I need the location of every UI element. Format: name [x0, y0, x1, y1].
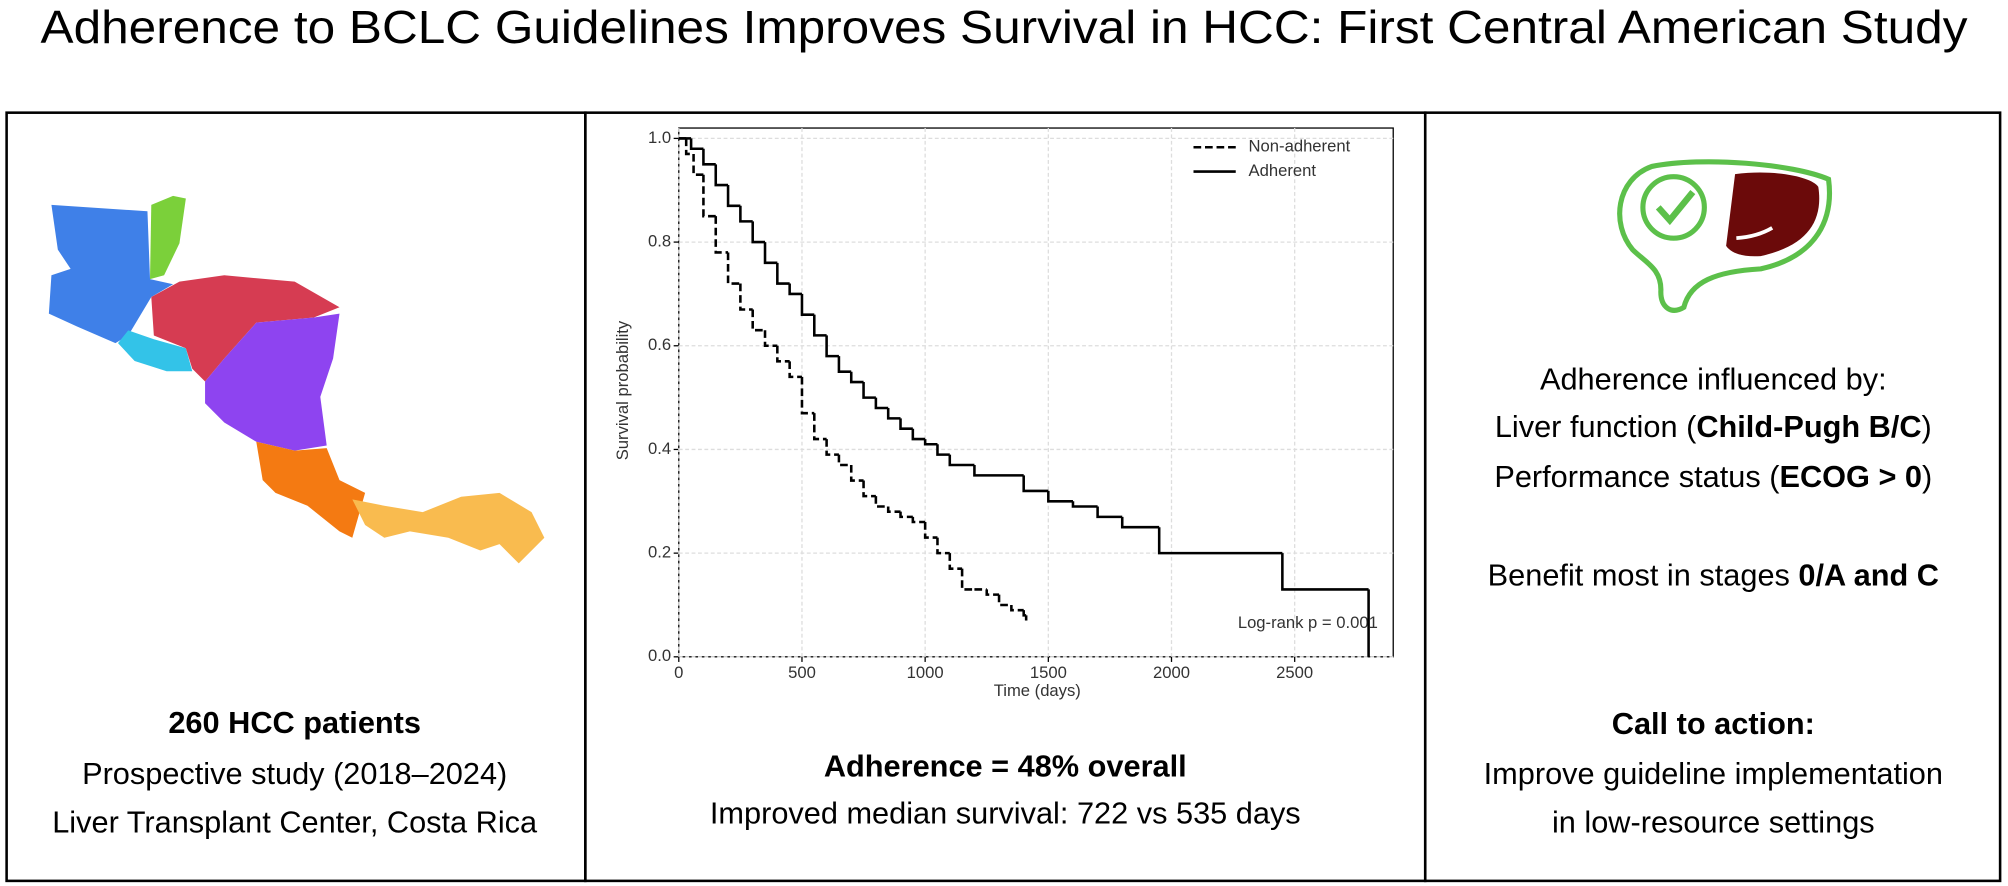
benefit: Benefit most in stages 0/A and C [1488, 558, 1939, 593]
survival-step [689, 138, 704, 151]
survival-step [973, 465, 1024, 477]
survival-step [862, 480, 876, 498]
survival-step [751, 309, 766, 332]
survival-step [726, 185, 741, 208]
survival-step [911, 428, 926, 441]
survival-step [714, 216, 729, 254]
survival-step [684, 138, 694, 156]
survival-step [849, 465, 864, 482]
survival-step [874, 496, 889, 508]
survival-step [899, 418, 913, 430]
page-title: Adherence to BCLC Guidelines Improves Su… [41, 1, 1968, 53]
survival-step [1157, 527, 1283, 555]
survival-step [813, 413, 827, 441]
y-tick-label: 0.4 [648, 439, 671, 458]
central-america-map [48, 195, 545, 564]
survival-step [692, 153, 704, 176]
call-heading: Call to action: [1612, 706, 1815, 741]
survival-step [948, 454, 975, 467]
survival-step [837, 454, 852, 467]
survival-step [726, 252, 741, 285]
survival-step [997, 594, 1012, 607]
summary: Adherence = 48% overall [824, 748, 1187, 783]
y-tick-label: 0.0 [648, 646, 671, 665]
survival-step [825, 335, 839, 358]
survival-step [763, 330, 778, 348]
survival-step [702, 148, 716, 166]
factor: Performance status (ECOG > 0) [1494, 459, 1932, 494]
x-tick-label: 1000 [907, 663, 944, 682]
survival-step [837, 356, 852, 373]
design: Prospective study (2018–2024) [82, 756, 507, 791]
survival-step [776, 262, 790, 285]
survival-step [886, 407, 901, 420]
survival-step [849, 371, 864, 384]
survival-step [739, 205, 753, 223]
survival-step [985, 589, 1000, 596]
legend-label: Adherent [1249, 161, 1317, 180]
x-axis-label: Time (days) [994, 681, 1081, 700]
call-line: in low-resource settings [1552, 805, 1875, 840]
survival-step [813, 314, 827, 337]
survival-step [1281, 553, 1369, 591]
survival-step [1120, 516, 1160, 529]
survival-step [702, 174, 716, 218]
survival-step [1022, 475, 1049, 493]
survival-step [1096, 506, 1123, 519]
survival-step [788, 283, 802, 296]
liver-icon [1617, 159, 1832, 313]
survival-step [886, 506, 901, 513]
survival-step [923, 522, 938, 539]
annotation: Log-rank p = 0.001 [1238, 613, 1378, 632]
survival-step [1047, 490, 1073, 503]
patients: 260 HCC patients [168, 705, 421, 740]
survival-step [788, 361, 802, 379]
survival-step [714, 164, 729, 187]
survival-step [800, 293, 815, 316]
center: Liver Transplant Center, Costa Rica [52, 805, 538, 840]
survival-step [776, 345, 790, 363]
x-tick-label: 500 [788, 663, 816, 682]
survival-step [874, 397, 889, 410]
survival-step [948, 553, 963, 570]
x-tick-label: 2000 [1153, 663, 1190, 682]
legend-label: Non-adherent [1249, 137, 1351, 156]
survival-step [751, 221, 766, 244]
y-tick-label: 0.2 [648, 543, 671, 562]
y-tick-label: 1.0 [648, 128, 671, 147]
survival-step [936, 444, 950, 456]
survival-step [923, 439, 938, 446]
survival-step [1071, 501, 1098, 508]
median-survival: Improved median survival: 722 vs 535 day… [710, 796, 1301, 831]
factor: Liver function (Child-Pugh B/C) [1495, 409, 1932, 444]
survival-step [911, 516, 926, 524]
x-tick-label: 1500 [1030, 663, 1067, 682]
survival-step [800, 376, 815, 415]
survival-step [960, 568, 975, 591]
survival-step [1010, 604, 1024, 612]
call-line: Improve guideline implementation [1484, 756, 1943, 791]
survival-step [936, 537, 950, 555]
y-tick-label: 0.8 [648, 231, 671, 250]
right-panel [1423, 111, 2002, 883]
plot-frame [678, 127, 1394, 658]
influence-heading: Adherence influenced by: [1540, 362, 1887, 397]
survival-step [899, 511, 913, 519]
survival-step [862, 382, 876, 399]
survival-step [739, 283, 753, 311]
y-tick-label: 0.6 [648, 335, 671, 354]
x-tick-label: 2500 [1276, 663, 1313, 682]
survival-step [825, 439, 839, 456]
survival-step [1022, 610, 1027, 617]
y-axis-label: Survival probability [613, 320, 632, 460]
survival-step [763, 242, 778, 265]
x-tick-label: 0 [674, 663, 683, 682]
